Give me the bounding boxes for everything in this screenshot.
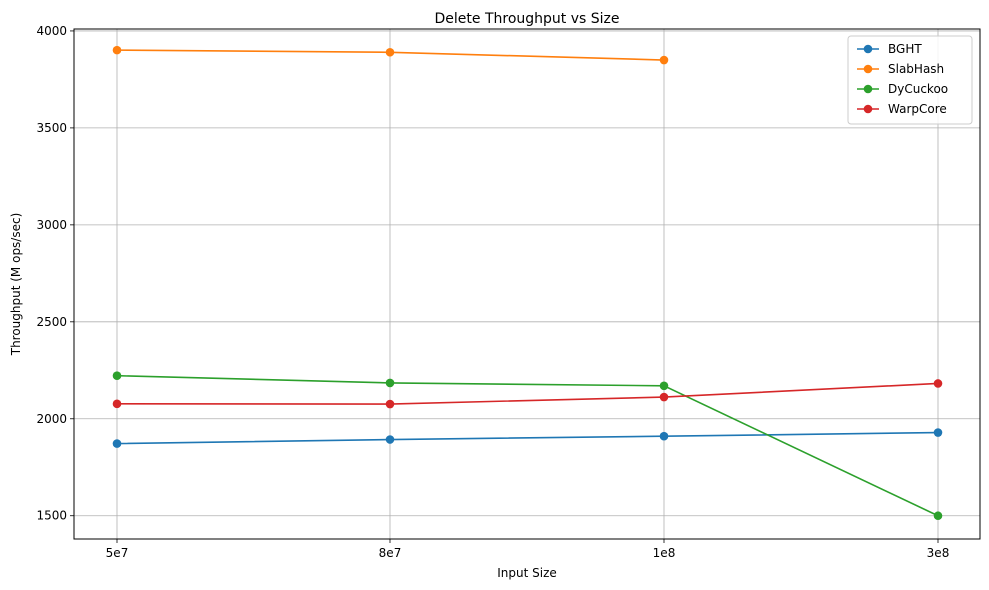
y-tick-label: 3500 — [36, 121, 67, 135]
x-tick-label: 3e8 — [927, 546, 950, 560]
x-tick-label: 8e7 — [379, 546, 402, 560]
legend-item-warpcore: WarpCore — [857, 102, 947, 116]
legend-item-bght: BGHT — [857, 42, 922, 56]
chart-title: Delete Throughput vs Size — [435, 11, 620, 27]
data-point-warpcore — [933, 379, 943, 388]
legend-swatch-marker — [863, 84, 873, 94]
data-point-warpcore — [659, 392, 669, 402]
series-layer — [112, 45, 943, 521]
series-warpcore — [112, 379, 943, 409]
series-line-bght — [116, 431, 939, 445]
series-dycuckoo — [112, 371, 943, 521]
legend-label: WarpCore — [888, 102, 947, 116]
x-axis-label: Input Size — [497, 566, 557, 580]
series-line-dycuckoo — [116, 374, 939, 517]
x-tick-label: 1e8 — [653, 546, 676, 560]
legend: BGHT SlabHash DyCuckoo WarpCore — [847, 35, 973, 125]
grid — [74, 29, 980, 539]
data-point-slabhash — [112, 45, 122, 55]
data-point-dycuckoo — [112, 371, 122, 381]
legend-swatch-marker — [863, 44, 873, 54]
legend-swatch-marker — [863, 104, 873, 114]
y-axis: 1500 2000 2500 3000 3500 4000 — [36, 24, 74, 523]
data-point-warpcore — [385, 399, 395, 409]
data-point-warpcore — [112, 399, 122, 409]
data-point-bght — [112, 439, 122, 448]
legend-item-slabhash: SlabHash — [857, 62, 944, 76]
y-tick-label: 3000 — [36, 218, 67, 232]
data-point-bght — [385, 435, 395, 444]
series-line-warpcore — [116, 382, 939, 405]
x-tick-label: 5e7 — [106, 546, 129, 560]
data-point-bght — [659, 431, 669, 441]
legend-label: DyCuckoo — [888, 82, 948, 96]
data-point-dycuckoo — [933, 511, 943, 521]
legend-box — [847, 35, 973, 125]
legend-label: SlabHash — [888, 62, 944, 76]
data-point-dycuckoo — [385, 378, 395, 388]
y-tick-label: 4000 — [36, 24, 67, 38]
plot-frame — [73, 28, 981, 540]
legend-label: BGHT — [888, 42, 922, 56]
y-tick-label: 2500 — [36, 315, 67, 329]
y-tick-label: 1500 — [36, 509, 67, 523]
data-point-slabhash — [385, 47, 395, 57]
legend-swatch-marker — [863, 64, 873, 74]
y-tick-label: 2000 — [36, 412, 67, 426]
series-bght — [112, 428, 943, 448]
data-point-slabhash — [659, 55, 669, 65]
data-point-bght — [933, 428, 943, 437]
series-slabhash — [112, 45, 669, 65]
y-axis-label: Throughput (M ops/sec) — [9, 213, 23, 357]
x-axis: 5e7 8e7 1e8 3e8 — [106, 539, 950, 560]
data-point-dycuckoo — [659, 381, 669, 391]
legend-item-dycuckoo: DyCuckoo — [857, 82, 948, 96]
